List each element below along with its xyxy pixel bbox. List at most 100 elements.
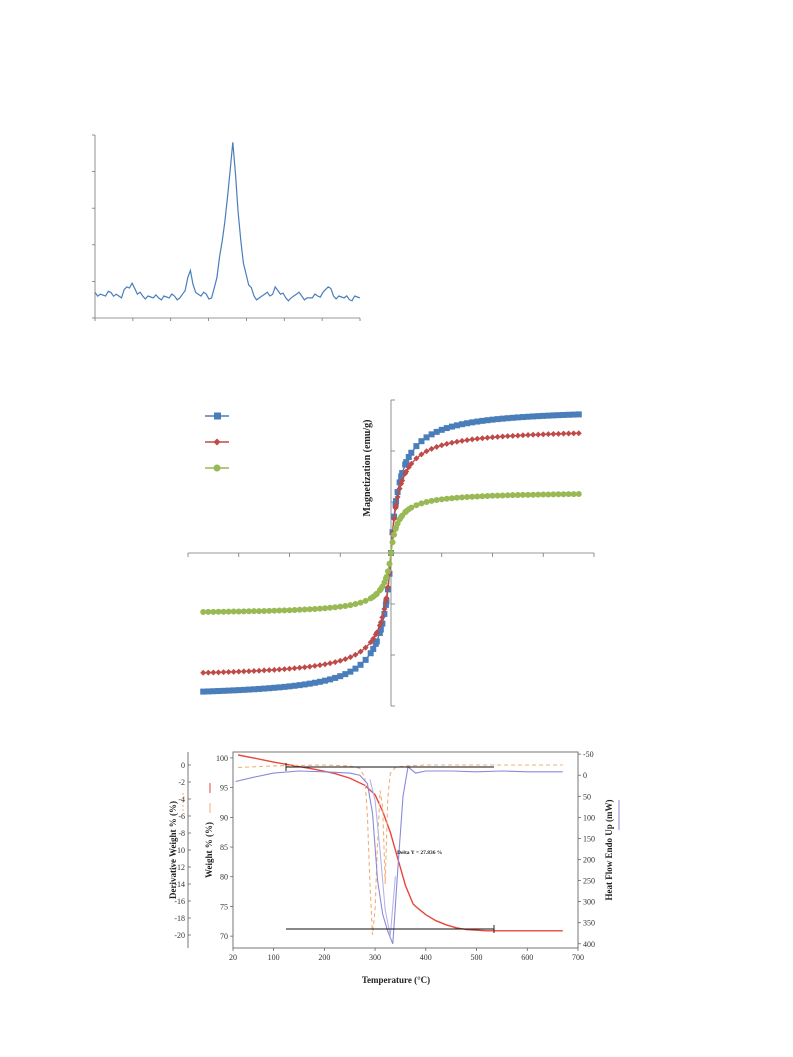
magnetization-point: [286, 607, 293, 614]
magnetization-point: [514, 414, 521, 421]
magnetization-point: [408, 504, 415, 511]
magnetization-point: [386, 560, 393, 567]
magnetization-point: [413, 455, 420, 462]
magnetization-point: [408, 460, 415, 467]
magnetization-point: [443, 495, 450, 502]
magnetization-point: [337, 603, 344, 610]
magnetization-point: [352, 601, 359, 607]
magnetization-point: [377, 626, 384, 633]
magnetization-point: [311, 662, 318, 669]
magnetization-point: [322, 605, 329, 612]
magnetization-point: [448, 423, 455, 430]
magnetization-point: [362, 644, 369, 651]
magnetization-point: [535, 431, 542, 438]
thermal-plot-frame: [232, 751, 579, 949]
temperature-tick-label: 300: [369, 953, 381, 962]
magnetization-point: [327, 676, 334, 683]
magnetization-point: [266, 607, 273, 614]
magnetization-point: [271, 607, 278, 614]
magnetization-point: [230, 668, 237, 675]
heat-tick-label: 150: [583, 834, 595, 843]
magnetization-point: [332, 659, 339, 666]
magnetization-point: [389, 539, 396, 546]
temperature-tick-label: 500: [471, 953, 483, 962]
magnetization-point: [519, 432, 526, 439]
magnetization-point: [271, 666, 278, 673]
magnetization-point: [575, 491, 582, 498]
delta-y-annotation: Delta Y = 27.836 %: [397, 850, 442, 856]
magnetization-point: [525, 432, 532, 439]
magnetization-point: [220, 687, 227, 694]
deriv-tick-label: -16: [174, 897, 185, 906]
magnetization-point: [301, 681, 308, 688]
magnetization-point: [301, 606, 308, 613]
deriv-tick-label: -2: [178, 778, 185, 787]
magnetization-point: [494, 416, 501, 423]
magnetization-point: [276, 666, 283, 673]
magnetization-point: [453, 422, 460, 429]
magnetization-point: [428, 445, 435, 452]
magnetization-point: [509, 432, 516, 439]
temperature-tick-label: 20: [229, 953, 237, 962]
magnetization-point: [499, 415, 506, 422]
legend-marker: [213, 464, 221, 472]
magnetization-point: [494, 433, 501, 440]
magnetization-point: [499, 492, 506, 499]
magnetization-point: [271, 684, 278, 691]
magnetization-point: [555, 430, 562, 437]
magnetization-point: [565, 411, 572, 418]
magnetization-point: [381, 610, 388, 617]
weight-tick-label: 70: [220, 932, 228, 941]
magnetization-point: [383, 594, 390, 601]
magnetization-point: [245, 668, 252, 675]
magnetization-point: [327, 604, 334, 611]
magnetization-point: [535, 413, 542, 420]
magnetization-point: [443, 425, 450, 432]
magnetization-point: [357, 599, 364, 606]
heat-tick-label: 100: [583, 813, 595, 822]
magnetization-point: [399, 477, 406, 484]
magnetization-point: [575, 430, 582, 437]
legend-marker: [213, 438, 221, 446]
weight-tick-label: 90: [220, 813, 228, 822]
magnetization-point: [499, 433, 506, 440]
magnetization-point: [373, 638, 380, 645]
magnetization-point: [352, 651, 359, 658]
magnetization-point: [469, 419, 476, 426]
magnetization-point: [394, 493, 401, 500]
magnetization-point: [200, 669, 207, 676]
magnetization-point: [370, 635, 377, 642]
weight-y-label: Weight % (%): [204, 822, 214, 878]
magnetization-point: [225, 608, 232, 615]
magnetization-point: [379, 614, 386, 621]
magnetization-point: [413, 443, 420, 450]
magnetization-point: [215, 688, 222, 695]
magnetization-point: [383, 573, 390, 580]
magnetization-point: [459, 437, 466, 444]
magnetization-point: [210, 669, 217, 676]
magnetization-point: [405, 464, 412, 471]
magnetization-point: [514, 492, 521, 499]
magnetization-point: [530, 413, 537, 420]
magnetization-point: [479, 493, 486, 500]
magnetization-point: [570, 411, 577, 418]
magnetization-point: [261, 607, 268, 614]
magnetization-point: [438, 496, 445, 503]
deriv-tick-label: -12: [174, 863, 185, 872]
magnetization-point: [225, 669, 232, 675]
magnetization-point: [384, 584, 391, 591]
magnetization-point: [261, 685, 268, 692]
magnetization-point: [210, 608, 217, 615]
heat-tick-label: 0: [583, 771, 587, 780]
heat-flow-curve: [235, 765, 563, 945]
magnetization-point: [464, 437, 471, 444]
magnetization-point: [382, 601, 389, 608]
deriv-tick-label: 0: [181, 761, 185, 770]
magnetization-point: [276, 607, 283, 614]
magnetization-point: [296, 606, 303, 613]
magnetization-point: [230, 608, 237, 615]
magnetization-point: [230, 687, 237, 694]
magnetization-point: [342, 656, 349, 663]
magnetization-point: [215, 669, 222, 676]
magnetization-point: [316, 662, 323, 669]
